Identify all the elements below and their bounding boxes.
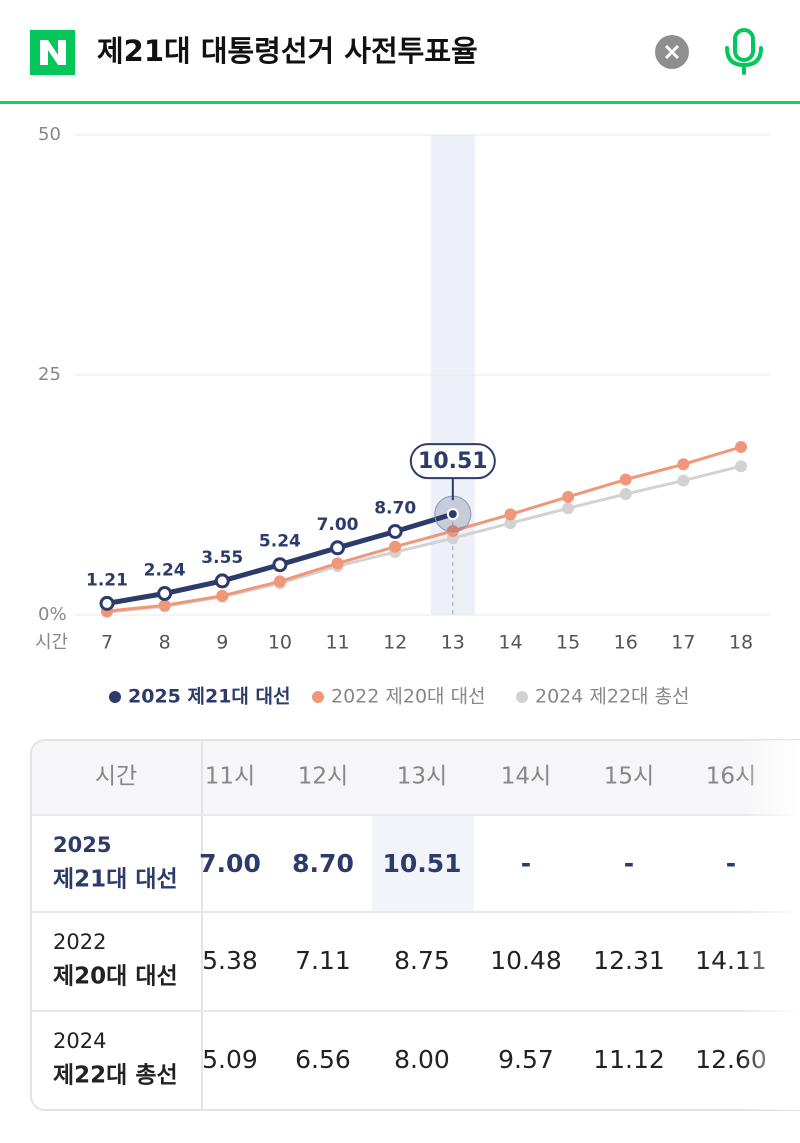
point bbox=[272, 557, 288, 573]
header-cell: 12시 bbox=[298, 764, 348, 790]
tooltip-value: 10.51 bbox=[418, 449, 488, 474]
table-cell: 10.48 bbox=[490, 946, 562, 975]
table-cell: 11.12 bbox=[593, 1045, 665, 1074]
table-cell: 8.75 bbox=[394, 946, 450, 975]
y-tick-label: 0% bbox=[38, 604, 67, 625]
table-cell: 8.70 bbox=[292, 849, 354, 878]
x-tick-label: 7 bbox=[101, 632, 113, 654]
x-tick-label: 10 bbox=[268, 632, 292, 654]
x-tick-label: 12 bbox=[383, 632, 407, 654]
y-tick-label: 50 bbox=[38, 124, 61, 145]
search-query[interactable]: 제21대 대통령선거 사전투표율 bbox=[97, 34, 478, 68]
table-cell: - bbox=[521, 849, 531, 878]
point bbox=[735, 460, 747, 473]
legend-swatch bbox=[516, 691, 528, 703]
row-name: 제20대 대선 bbox=[53, 964, 178, 990]
highlight-cell bbox=[372, 816, 474, 912]
x-tick-label: 16 bbox=[614, 632, 638, 654]
table-cell: 9.57 bbox=[498, 1045, 554, 1074]
header-cell: 14시 bbox=[501, 764, 551, 790]
point bbox=[619, 488, 632, 501]
header-cell: 13시 bbox=[397, 764, 447, 790]
table-cell: 5.38 bbox=[202, 946, 258, 975]
point bbox=[158, 599, 171, 612]
table-header-bg bbox=[31, 741, 800, 815]
legend-label: 2025 제21대 대선 bbox=[128, 686, 290, 708]
point bbox=[562, 490, 575, 503]
row-year: 2025 bbox=[53, 833, 111, 857]
point bbox=[216, 589, 229, 602]
point bbox=[562, 502, 575, 515]
point bbox=[214, 573, 230, 589]
point bbox=[504, 508, 517, 521]
mic-stand bbox=[725, 46, 763, 75]
x-tick-label: 11 bbox=[325, 632, 349, 654]
row-name: 제21대 대선 bbox=[53, 867, 178, 893]
table-cell: 10.51 bbox=[382, 849, 461, 878]
table-cell: 7.00 bbox=[199, 849, 261, 878]
row-year: 2024 bbox=[53, 1029, 106, 1053]
x-tick-label: 8 bbox=[159, 632, 171, 654]
row-name: 제22대 총선 bbox=[53, 1063, 178, 1089]
legend-label: 2022 제20대 대선 bbox=[331, 686, 486, 708]
row-year: 2022 bbox=[53, 930, 106, 954]
point bbox=[389, 540, 402, 553]
y-tick-label: 25 bbox=[38, 364, 61, 385]
mic-icon bbox=[733, 28, 755, 62]
point bbox=[677, 474, 690, 487]
x-tick-label: 14 bbox=[498, 632, 522, 654]
data-label: 7.00 bbox=[317, 515, 359, 535]
scroll-fade bbox=[740, 740, 800, 1110]
header-cell: 11시 bbox=[205, 764, 255, 790]
data-label: 8.70 bbox=[374, 498, 416, 518]
legend-swatch bbox=[109, 691, 121, 703]
x-tick-label: 9 bbox=[216, 632, 228, 654]
x-tick-label: 17 bbox=[671, 632, 695, 654]
data-label: 5.24 bbox=[259, 532, 301, 552]
point bbox=[619, 473, 632, 486]
logo-n bbox=[40, 40, 66, 65]
table-cell: 12.31 bbox=[593, 946, 665, 975]
x-axis-label: 시간 bbox=[35, 632, 68, 653]
mic-button[interactable] bbox=[725, 28, 763, 75]
table-cell: 7.11 bbox=[295, 946, 351, 975]
series-line bbox=[106, 445, 742, 613]
point bbox=[446, 508, 459, 521]
point bbox=[387, 523, 403, 539]
x-tick-label: 15 bbox=[556, 632, 580, 654]
table-cell: - bbox=[624, 849, 634, 878]
table-cell: 6.56 bbox=[295, 1045, 351, 1074]
data-label: 2.24 bbox=[144, 560, 186, 580]
data-label: 1.21 bbox=[86, 570, 128, 590]
point bbox=[273, 575, 286, 588]
point bbox=[331, 557, 344, 570]
x-tick-label: 18 bbox=[729, 632, 753, 654]
data-label: 3.55 bbox=[201, 548, 243, 568]
table-cell: 5.09 bbox=[202, 1045, 258, 1074]
table-frame bbox=[30, 739, 800, 1111]
point bbox=[157, 585, 173, 601]
tooltip-box bbox=[409, 443, 496, 480]
legend-label: 2024 제22대 총선 bbox=[535, 686, 690, 708]
point bbox=[330, 540, 346, 556]
point bbox=[446, 525, 459, 537]
point bbox=[677, 458, 690, 471]
chart: 0% 25 50 시간 7 8 9 10 11 12 13 14 15 16 17 18 1.21 2.24 3.5… bbox=[35, 124, 770, 708]
legend-swatch bbox=[312, 691, 324, 703]
header-cell: 15시 bbox=[604, 764, 654, 790]
header-cell: 시간 bbox=[95, 764, 137, 790]
point bbox=[99, 595, 115, 611]
point bbox=[735, 441, 747, 453]
x-tick-label: 13 bbox=[441, 632, 465, 654]
table-cell: - bbox=[726, 849, 736, 878]
point bbox=[504, 517, 517, 530]
clear-icon bbox=[664, 44, 680, 60]
table-cell: 8.00 bbox=[394, 1045, 450, 1074]
header-line bbox=[0, 101, 800, 104]
